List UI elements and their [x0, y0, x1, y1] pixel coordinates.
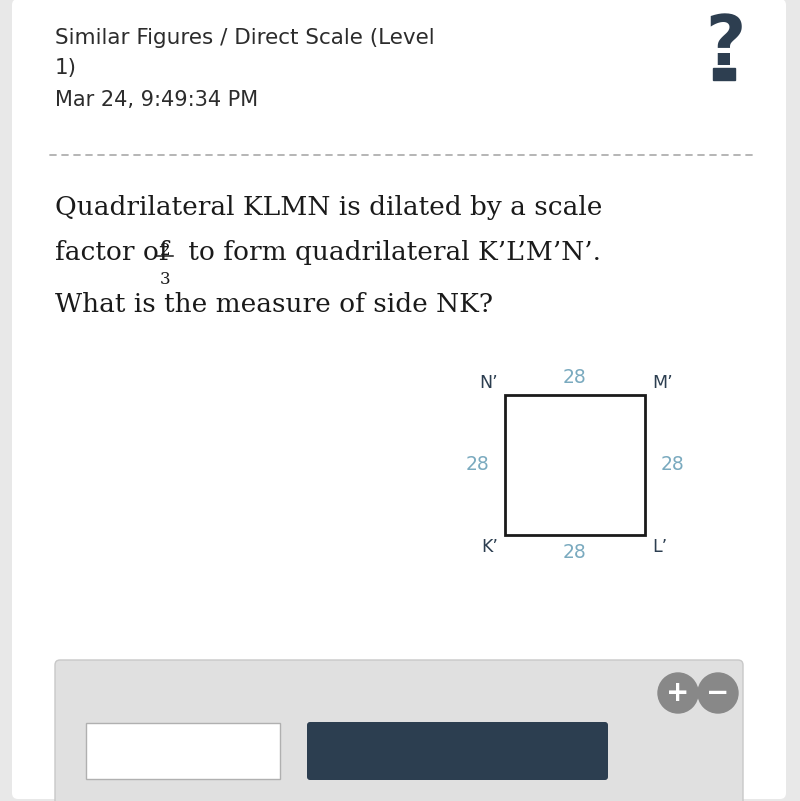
Text: Similar Figures / Direct Scale (Level: Similar Figures / Direct Scale (Level [55, 28, 434, 48]
FancyBboxPatch shape [12, 0, 786, 799]
Text: 3: 3 [160, 271, 170, 288]
Text: What is the measure of side NK?: What is the measure of side NK? [55, 292, 493, 317]
Circle shape [658, 673, 698, 713]
Text: M’: M’ [652, 374, 673, 392]
Text: 28: 28 [563, 368, 587, 387]
Text: L’: L’ [652, 538, 667, 556]
Text: 1): 1) [55, 58, 77, 78]
FancyBboxPatch shape [55, 660, 743, 801]
Text: 28: 28 [466, 456, 489, 474]
FancyBboxPatch shape [86, 723, 280, 779]
Text: Quadrilateral KLMN is dilated by a scale: Quadrilateral KLMN is dilated by a scale [55, 195, 602, 220]
FancyBboxPatch shape [307, 722, 608, 780]
Circle shape [698, 673, 738, 713]
Text: +: + [666, 679, 690, 707]
Text: Mar 24, 9:49:34 PM: Mar 24, 9:49:34 PM [55, 90, 258, 110]
Text: ?: ? [705, 12, 745, 79]
Text: 2: 2 [160, 242, 170, 259]
Text: N’: N’ [479, 374, 498, 392]
Text: 28: 28 [563, 543, 587, 562]
Text: 28: 28 [661, 456, 685, 474]
Bar [713, 68, 735, 80]
Text: factor of: factor of [55, 240, 177, 265]
Text: −: − [706, 679, 730, 707]
Bar [505, 395, 645, 535]
Text: to form quadrilateral K’L’M’N’.: to form quadrilateral K’L’M’N’. [180, 240, 601, 265]
Text: K’: K’ [481, 538, 498, 556]
